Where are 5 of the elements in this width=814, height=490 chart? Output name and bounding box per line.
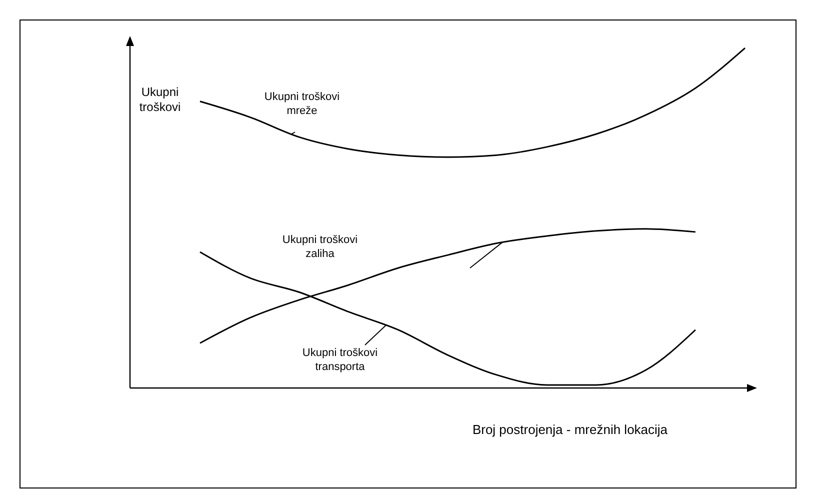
series-label: Ukupni troškovi zaliha — [282, 234, 358, 260]
series-label: Ukupni troškovi mreže — [264, 91, 340, 117]
x-axis-title: Broj postrojenja - mrežnih lokacija — [472, 422, 668, 437]
y-axis-title: Ukupni troškovi — [139, 85, 181, 114]
legend-label: Ukupni troškovi transporta — [302, 347, 378, 373]
